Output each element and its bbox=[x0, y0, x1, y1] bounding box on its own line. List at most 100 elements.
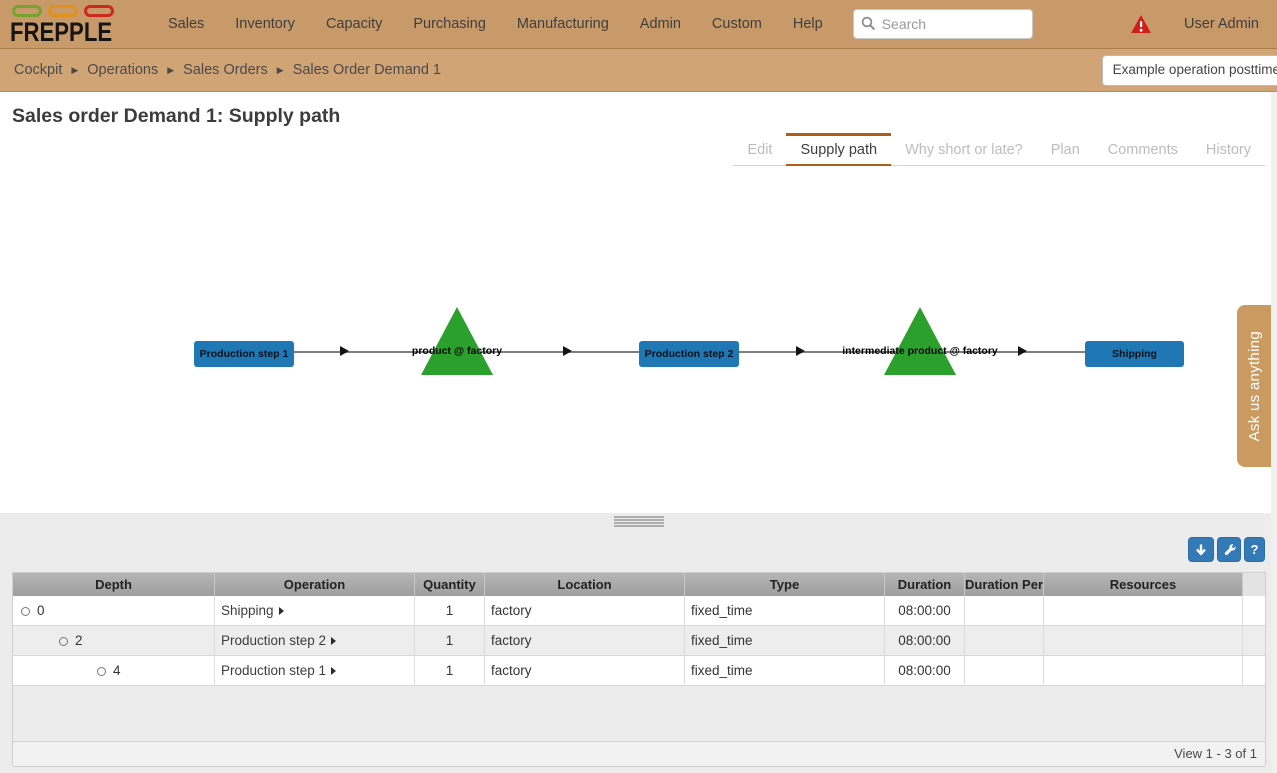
tab-plan[interactable]: Plan bbox=[1037, 133, 1094, 165]
ask-us-anything-label: Ask us anything bbox=[1246, 331, 1263, 441]
breadcrumb-cockpit[interactable]: Cockpit bbox=[14, 62, 62, 78]
edge-arrow-icon bbox=[563, 346, 572, 356]
breadcrumb-operations[interactable]: Operations bbox=[87, 62, 158, 78]
search-input[interactable] bbox=[853, 9, 1033, 39]
logo-pills-icon bbox=[12, 5, 150, 17]
column-header-operation[interactable]: Operation bbox=[215, 573, 415, 596]
grid-header-row: Depth Operation Quantity Location Type D… bbox=[13, 573, 1265, 596]
quantity-cell: 1 bbox=[415, 656, 485, 685]
wrench-icon bbox=[1223, 543, 1236, 556]
diagram-buffer-product-factory[interactable]: product @ factory bbox=[357, 345, 557, 357]
supply-path-grid: Depth Operation Quantity Location Type D… bbox=[12, 572, 1266, 767]
column-header-depth[interactable]: Depth bbox=[13, 573, 215, 596]
operation-link[interactable]: Shipping bbox=[221, 603, 274, 618]
context-menu-caret-icon[interactable] bbox=[331, 637, 336, 645]
quantity-cell: 1 bbox=[415, 626, 485, 655]
table-row[interactable]: 0 Shipping 1 factory fixed_time 08:00:00 bbox=[13, 596, 1265, 626]
operation-cell: Shipping bbox=[215, 596, 415, 625]
column-header-location[interactable]: Location bbox=[485, 573, 685, 596]
warning-icon[interactable] bbox=[1130, 14, 1152, 34]
type-cell: fixed_time bbox=[685, 596, 885, 625]
location-cell: factory bbox=[485, 596, 685, 625]
table-row[interactable]: 2 Production step 2 1 factory fixed_time… bbox=[13, 626, 1265, 656]
diagram-node-shipping[interactable]: Shipping bbox=[1085, 341, 1184, 367]
duration-cell: 08:00:00 bbox=[885, 626, 965, 655]
diagram-node-production-step-1[interactable]: Production step 1 bbox=[194, 341, 294, 367]
column-header-resources[interactable]: Resources bbox=[1044, 573, 1243, 596]
panel-resize-handle[interactable] bbox=[614, 516, 664, 528]
page-scrollbar[interactable] bbox=[1271, 92, 1277, 773]
logo-pill-red-icon bbox=[84, 5, 114, 17]
breadcrumb-sales-orders[interactable]: Sales Orders bbox=[183, 62, 268, 78]
depth-cell: 0 bbox=[13, 596, 215, 625]
duration-per-cell bbox=[965, 656, 1044, 685]
menu-item-help[interactable]: Help bbox=[793, 16, 823, 32]
duration-per-cell bbox=[965, 596, 1044, 625]
operation-link[interactable]: Production step 1 bbox=[221, 663, 326, 678]
ask-us-anything-tab[interactable]: Ask us anything bbox=[1237, 305, 1271, 467]
user-menu[interactable]: User Admin bbox=[1184, 16, 1259, 32]
depth-value: 4 bbox=[113, 663, 121, 678]
node-circle-icon bbox=[97, 667, 106, 676]
tab-why-short-or-late[interactable]: Why short or late? bbox=[891, 133, 1037, 165]
grid-header-filler bbox=[1243, 573, 1265, 596]
breadcrumb: Cockpit ▶ Operations ▶ Sales Orders ▶ Sa… bbox=[14, 62, 441, 78]
scenario-selector[interactable]: Example operation posttime bbox=[1102, 55, 1277, 86]
main-menu: Sales Inventory Capacity Purchasing Manu… bbox=[168, 16, 823, 32]
logo-pill-orange-icon bbox=[48, 5, 78, 17]
edge-arrow-icon bbox=[340, 346, 349, 356]
customize-button[interactable] bbox=[1217, 537, 1241, 562]
breadcrumb-separator-icon: ▶ bbox=[277, 65, 284, 76]
breadcrumb-separator-icon: ▶ bbox=[167, 65, 174, 76]
diagram-buffer-triangle-icon[interactable] bbox=[421, 307, 493, 375]
type-cell: fixed_time bbox=[685, 656, 885, 685]
column-header-quantity[interactable]: Quantity bbox=[415, 573, 485, 596]
logo-text: FREPPLE bbox=[10, 17, 125, 47]
column-header-duration-per[interactable]: Duration Per bbox=[965, 573, 1044, 596]
breadcrumb-current-page: Sales Order Demand 1 bbox=[293, 62, 441, 78]
column-header-duration[interactable]: Duration bbox=[885, 573, 965, 596]
context-menu-caret-icon[interactable] bbox=[279, 607, 284, 615]
frepple-logo[interactable]: FREPPLE bbox=[10, 2, 150, 47]
tab-supply-path[interactable]: Supply path bbox=[786, 133, 891, 166]
resources-cell bbox=[1044, 626, 1243, 655]
tab-history[interactable]: History bbox=[1192, 133, 1265, 165]
menu-item-inventory[interactable]: Inventory bbox=[235, 16, 295, 32]
operation-cell: Production step 2 bbox=[215, 626, 415, 655]
menu-item-sales[interactable]: Sales bbox=[168, 16, 204, 32]
menu-item-custom[interactable]: Custom bbox=[712, 16, 762, 32]
context-menu-caret-icon[interactable] bbox=[331, 667, 336, 675]
node-circle-icon bbox=[21, 607, 30, 616]
search-icon bbox=[861, 16, 876, 31]
tab-edit[interactable]: Edit bbox=[733, 133, 786, 165]
grid-toolbar: ? bbox=[1188, 537, 1265, 562]
type-cell: fixed_time bbox=[685, 626, 885, 655]
help-button[interactable]: ? bbox=[1244, 537, 1265, 562]
tab-bar: Edit Supply path Why short or late? Plan… bbox=[733, 133, 1265, 166]
view-status: View 1 - 3 of 1 bbox=[1174, 746, 1257, 761]
operation-link[interactable]: Production step 2 bbox=[221, 633, 326, 648]
menu-item-manufacturing[interactable]: Manufacturing bbox=[517, 16, 609, 32]
resources-cell bbox=[1044, 596, 1243, 625]
breadcrumb-bar: Cockpit ▶ Operations ▶ Sales Orders ▶ Sa… bbox=[0, 48, 1277, 92]
menu-item-capacity[interactable]: Capacity bbox=[326, 16, 382, 32]
search-box bbox=[853, 9, 1033, 39]
table-row[interactable]: 4 Production step 1 1 factory fixed_time… bbox=[13, 656, 1265, 686]
column-header-type[interactable]: Type bbox=[685, 573, 885, 596]
operation-cell: Production step 1 bbox=[215, 656, 415, 685]
menu-item-admin[interactable]: Admin bbox=[640, 16, 681, 32]
diagram-buffer-triangle-icon[interactable] bbox=[884, 307, 956, 375]
arrow-down-icon bbox=[1194, 543, 1208, 557]
menu-item-purchasing[interactable]: Purchasing bbox=[413, 16, 486, 32]
top-navbar: FREPPLE Sales Inventory Capacity Purchas… bbox=[0, 0, 1277, 48]
diagram-buffer-intermediate-product-factory[interactable]: intermediate product @ factory bbox=[790, 345, 1050, 357]
resources-cell bbox=[1044, 656, 1243, 685]
location-cell: factory bbox=[485, 626, 685, 655]
grid-footer: View 1 - 3 of 1 bbox=[13, 741, 1265, 766]
duration-per-cell bbox=[965, 626, 1044, 655]
duration-cell: 08:00:00 bbox=[885, 656, 965, 685]
download-button[interactable] bbox=[1188, 537, 1214, 562]
tab-comments[interactable]: Comments bbox=[1094, 133, 1192, 165]
duration-cell: 08:00:00 bbox=[885, 596, 965, 625]
diagram-node-production-step-2[interactable]: Production step 2 bbox=[639, 341, 739, 367]
